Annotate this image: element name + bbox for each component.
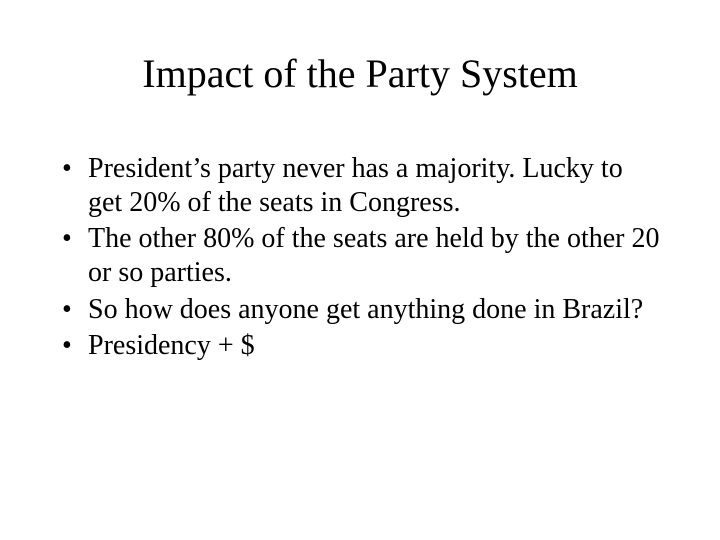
bullet-list: President’s party never has a majority. … [60, 152, 660, 363]
slide-title: Impact of the Party System [50, 50, 670, 97]
list-item: The other 80% of the seats are held by t… [60, 222, 660, 290]
list-item: President’s party never has a majority. … [60, 152, 660, 220]
list-item: Presidency + $ [60, 329, 660, 363]
slide: Impact of the Party System President’s p… [0, 0, 720, 540]
list-item: So how does anyone get anything done in … [60, 293, 660, 327]
